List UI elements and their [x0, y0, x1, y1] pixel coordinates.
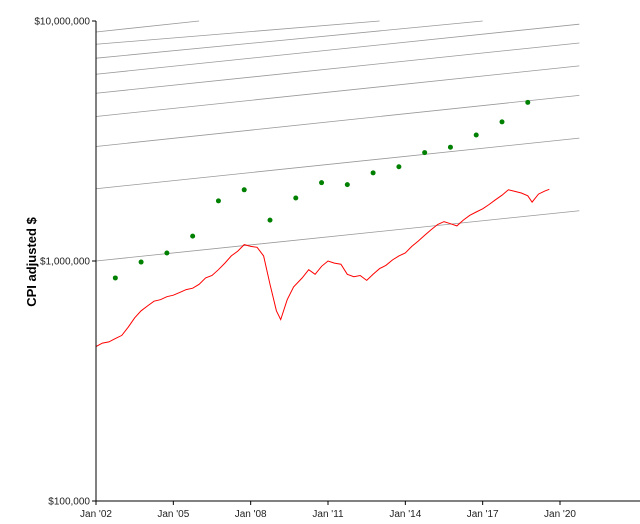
- data-point: [293, 195, 299, 201]
- data-point: [447, 144, 453, 150]
- x-tick-label: Jan '05: [157, 509, 189, 520]
- data-point: [164, 250, 170, 256]
- x-tick-label: Jan '17: [467, 509, 499, 520]
- annual-points: [112, 99, 531, 281]
- reference-line: [95, 65, 580, 117]
- reference-line: [95, 94, 580, 147]
- reference-lines: [95, 20, 580, 262]
- x-tick-label: Jan '11: [312, 509, 344, 520]
- data-point: [344, 182, 350, 188]
- axes: [95, 21, 640, 502]
- data-point: [241, 187, 247, 193]
- y-ticks: $100,000 $1,000,000 $10,000,000: [34, 17, 96, 508]
- reference-line: [95, 210, 580, 262]
- y-tick-label: $1,000,000: [40, 257, 90, 268]
- data-point: [190, 233, 196, 239]
- x-tick-label: Jan '02: [80, 509, 112, 520]
- portfolio-value-line: [95, 188, 550, 348]
- reference-line: [95, 20, 483, 59]
- x-tick-label: Jan '20: [544, 509, 576, 520]
- reference-line: [95, 20, 380, 45]
- y-axis-title: CPI adjusted $: [24, 216, 39, 306]
- reference-line: [95, 42, 580, 94]
- data-point: [525, 99, 531, 105]
- x-tick-label: Jan '08: [235, 509, 267, 520]
- data-point: [267, 217, 273, 223]
- data-point: [370, 170, 376, 176]
- y-tick-label: $100,000: [48, 497, 90, 508]
- data-point: [473, 132, 479, 138]
- data-point: [138, 259, 144, 265]
- reference-line: [95, 20, 200, 33]
- x-tick-label: Jan '14: [389, 509, 421, 520]
- x-ticks: Jan '02 Jan '05 Jan '08 Jan '11 Jan '14 Jan '…: [80, 501, 576, 520]
- data-point: [499, 119, 505, 125]
- data-point: [396, 164, 402, 170]
- value-line-path: [95, 188, 550, 348]
- reference-line: [95, 23, 580, 75]
- y-tick-label: $10,000,000: [34, 17, 90, 28]
- data-point: [422, 150, 428, 156]
- data-point: [319, 180, 325, 186]
- data-point: [215, 198, 221, 204]
- data-point: [112, 275, 118, 281]
- reference-line: [95, 137, 580, 190]
